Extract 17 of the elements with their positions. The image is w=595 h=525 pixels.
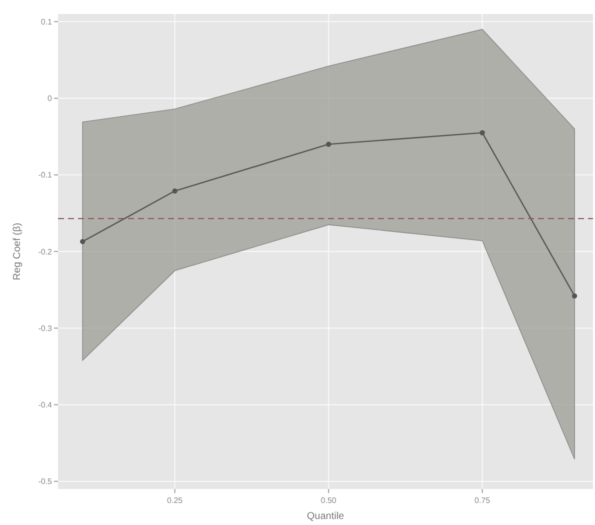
x-tick-label: 0.75: [474, 496, 491, 505]
x-axis-title: Quantile: [306, 511, 345, 522]
point: [80, 238, 86, 244]
point: [326, 142, 332, 147]
y-tick-label: -0.4: [38, 400, 53, 410]
y-tick-label: 0: [48, 94, 53, 104]
x-tick-label: 0.25: [167, 496, 184, 505]
y-tick-label: -0.1: [38, 170, 53, 180]
x-tick-label: 0.50: [320, 496, 337, 505]
y-tick-label: -0.5: [38, 477, 53, 486]
y-tick-label: -0.3: [38, 324, 53, 333]
point: [572, 293, 578, 299]
y-tick-label: -0.2: [38, 247, 53, 256]
y-tick-label: 0.1: [40, 17, 53, 26]
point: [172, 188, 178, 194]
y-axis-title: Reg Coef (β): [12, 222, 23, 280]
point: [480, 130, 485, 136]
